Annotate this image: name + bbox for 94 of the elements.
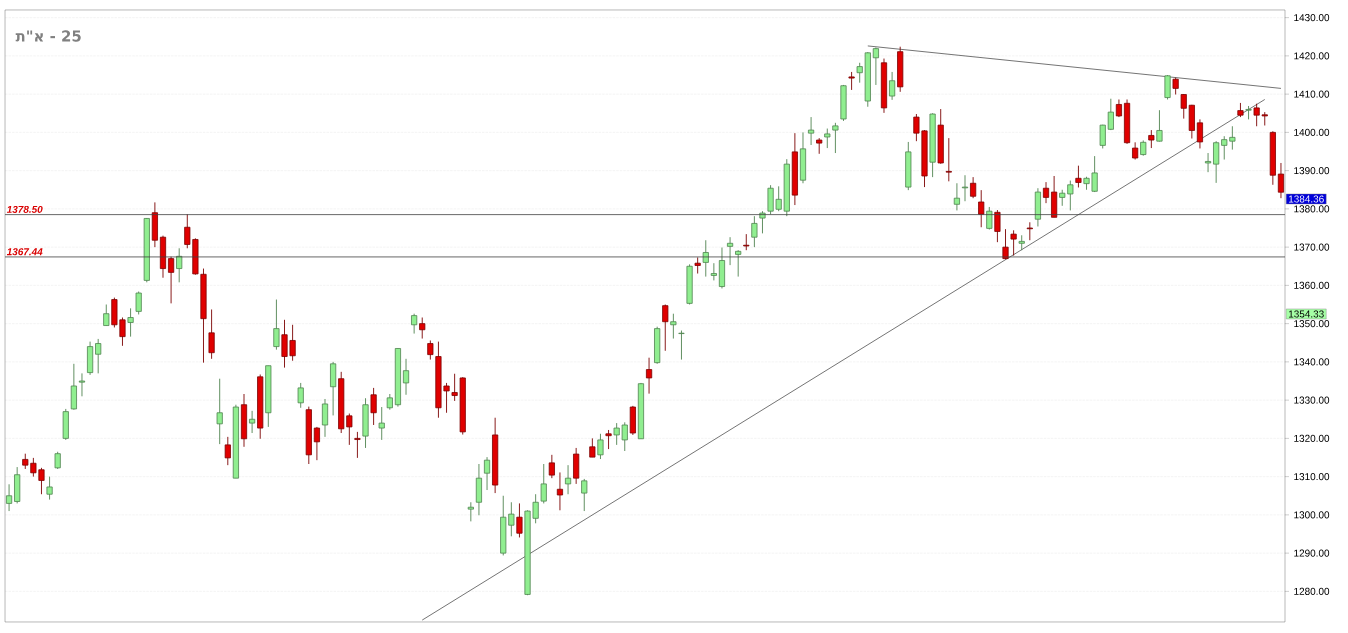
candlestick bbox=[516, 502, 523, 538]
candlestick bbox=[208, 309, 215, 360]
candlestick bbox=[872, 47, 879, 86]
candlestick bbox=[735, 249, 742, 278]
candlestick bbox=[1010, 229, 1017, 256]
candlestick bbox=[605, 429, 612, 450]
y-tick-label: 1420.00 bbox=[1294, 52, 1330, 60]
candlestick bbox=[1099, 124, 1106, 149]
candlestick bbox=[313, 426, 320, 461]
candlestick bbox=[589, 437, 596, 458]
text: ת"א - 25 bbox=[15, 30, 81, 42]
candlestick bbox=[95, 338, 102, 374]
candlestick bbox=[994, 209, 1001, 243]
candlestick bbox=[78, 372, 86, 397]
candlestick bbox=[1277, 162, 1285, 199]
candlestick bbox=[297, 382, 304, 409]
candlestick bbox=[1075, 165, 1082, 188]
candlestick bbox=[1213, 140, 1220, 184]
candlestick bbox=[46, 476, 53, 501]
candlestick bbox=[670, 313, 677, 339]
y-tick-label: 1380.00 bbox=[1294, 205, 1330, 213]
candlestick bbox=[970, 176, 977, 199]
candlestick bbox=[378, 406, 385, 441]
candlestick bbox=[556, 471, 564, 511]
candlestick bbox=[216, 378, 223, 445]
y-tick-label: 1330.00 bbox=[1294, 396, 1330, 404]
candlestick bbox=[645, 357, 653, 395]
y-tick-label: 1370.00 bbox=[1294, 243, 1330, 251]
candlestick bbox=[483, 456, 491, 491]
candlestick bbox=[581, 478, 588, 512]
candlestick bbox=[1042, 181, 1050, 204]
candlestick bbox=[808, 116, 815, 146]
candlestick bbox=[824, 128, 831, 149]
candlestick bbox=[427, 340, 434, 361]
y-tick-label: 1290.00 bbox=[1294, 549, 1330, 557]
text: 1384.36 bbox=[1288, 195, 1324, 203]
candlestick bbox=[727, 236, 734, 266]
candlestick bbox=[986, 206, 993, 230]
y-tick-label: 1400.00 bbox=[1294, 128, 1330, 136]
candlestick bbox=[597, 433, 604, 460]
candlestick bbox=[832, 122, 839, 154]
candlestick bbox=[370, 387, 377, 426]
candlestick bbox=[1107, 98, 1114, 131]
y-tick-label: 1310.00 bbox=[1294, 473, 1330, 481]
y-tick-label: 1320.00 bbox=[1294, 434, 1330, 442]
candlestick bbox=[678, 330, 685, 361]
candlestick bbox=[710, 262, 717, 281]
candlestick bbox=[540, 463, 547, 504]
text: 1354.33 bbox=[1288, 310, 1324, 318]
candlestick bbox=[411, 313, 418, 335]
candlestick bbox=[224, 436, 231, 466]
y-tick-label: 1280.00 bbox=[1294, 587, 1330, 595]
y-tick-label: 1350.00 bbox=[1294, 320, 1330, 328]
candlestick bbox=[1196, 118, 1204, 149]
candlestick bbox=[662, 304, 669, 352]
candlestick bbox=[330, 361, 337, 416]
candlestick bbox=[467, 501, 474, 522]
candlestick bbox=[1164, 74, 1171, 100]
y-tick-label: 1410.00 bbox=[1294, 90, 1330, 98]
y-tick-label: 1430.00 bbox=[1294, 14, 1330, 22]
y-tick-label: 1300.00 bbox=[1294, 511, 1330, 519]
candlestick bbox=[1026, 221, 1033, 241]
candlestick bbox=[751, 215, 758, 248]
candlestick bbox=[889, 71, 896, 101]
candlestick bbox=[1156, 109, 1163, 143]
candlestick bbox=[402, 358, 410, 396]
ref-line-label: 1367.44 bbox=[6, 248, 43, 256]
candlestick bbox=[249, 410, 256, 434]
candlestick bbox=[321, 398, 329, 438]
candlestick bbox=[1180, 93, 1187, 120]
candlestick bbox=[70, 363, 77, 411]
candlestick bbox=[1018, 234, 1025, 251]
candlestick bbox=[978, 189, 985, 228]
candlestick bbox=[848, 71, 855, 91]
candlestick bbox=[127, 307, 134, 338]
y-tick-label: 1390.00 bbox=[1294, 167, 1330, 175]
candlestick bbox=[419, 317, 426, 339]
candlestick bbox=[103, 304, 110, 326]
candlestick bbox=[1245, 105, 1252, 120]
candlestick bbox=[5, 483, 13, 512]
y-tick-label: 1340.00 bbox=[1294, 358, 1330, 366]
candlestick bbox=[945, 137, 952, 182]
candlestick bbox=[961, 174, 969, 202]
candlestick bbox=[694, 257, 701, 274]
candlestick bbox=[1204, 152, 1212, 173]
candlestick bbox=[548, 454, 555, 479]
candlestick bbox=[743, 233, 750, 251]
candlestick bbox=[564, 464, 572, 495]
candlestick bbox=[168, 256, 175, 304]
y-tick-label: 1360.00 bbox=[1294, 281, 1330, 289]
candlestick bbox=[273, 299, 280, 351]
candlestick bbox=[354, 431, 361, 459]
ref-line-label: 1378.50 bbox=[6, 205, 43, 213]
candlestick bbox=[953, 182, 960, 211]
